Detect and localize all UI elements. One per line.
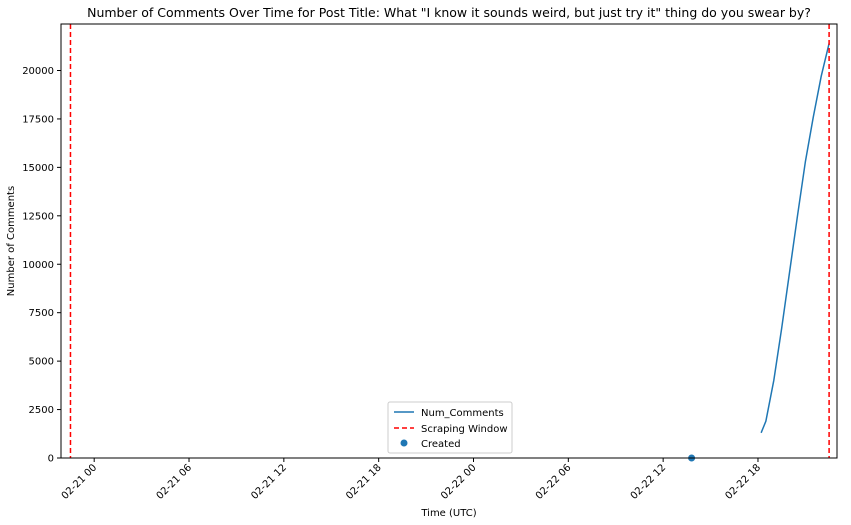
y-axis-label: Number of Comments	[6, 186, 17, 296]
plot-area	[69, 24, 830, 462]
y-tick-label: 0	[48, 454, 54, 465]
x-tick-label: 02-21 12	[249, 462, 289, 502]
legend-box	[387, 401, 513, 454]
legend-label-scraping-window: Scraping Window	[421, 424, 508, 435]
y-tick-label: 12500	[22, 211, 54, 222]
y-tick-label: 7500	[29, 308, 54, 319]
x-tick-label: 02-22 00	[439, 462, 479, 502]
y-axis: 0 2500 5000 7500 10000 12500 15000 17500 20000	[22, 66, 61, 465]
y-tick-label: 15000	[22, 163, 54, 174]
x-axis: 02-21 00 02-21 06 02-21 12 02-21 18 02-22 00…	[60, 458, 763, 502]
x-tick-label: 02-21 18	[344, 462, 384, 502]
x-axis-label: Time (UTC)	[420, 508, 476, 519]
y-tick-label: 5000	[29, 357, 54, 368]
x-tick-label: 02-22 18	[724, 462, 764, 502]
legend-label-created: Created	[421, 439, 461, 450]
legend-label-num-comments: Num_Comments	[421, 408, 504, 419]
x-tick-label: 02-21 06	[155, 462, 195, 502]
legend-swatch-created	[400, 439, 408, 447]
x-tick-label: 02-22 12	[629, 462, 669, 502]
y-tick-label: 20000	[22, 66, 54, 77]
chart-title: Number of Comments Over Time for Post Ti…	[87, 5, 811, 20]
y-tick-label: 10000	[22, 260, 54, 271]
axes-frame	[60, 23, 838, 459]
y-tick-label: 2500	[29, 405, 54, 416]
x-tick-label: 02-22 06	[534, 462, 574, 502]
legend: Num_Comments Scraping Window Created	[387, 401, 513, 454]
y-tick-label: 17500	[22, 114, 54, 125]
series-line-num-comments	[760, 43, 830, 434]
x-tick-label: 02-21 00	[60, 462, 100, 502]
